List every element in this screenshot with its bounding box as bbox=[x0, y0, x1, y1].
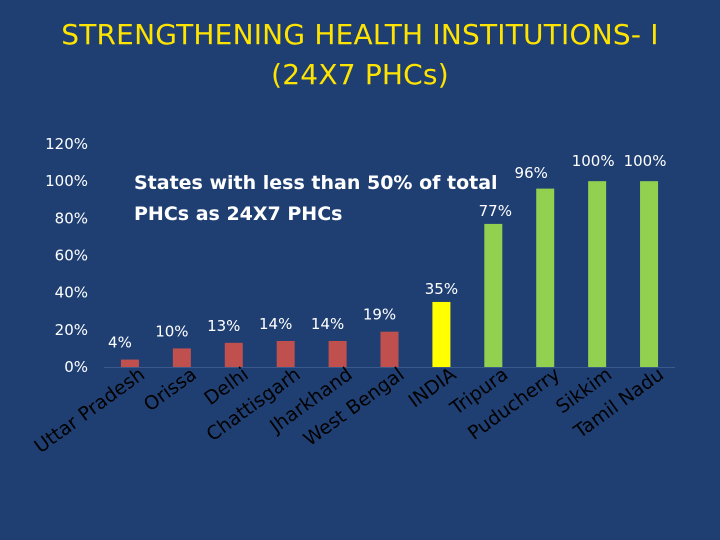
data-label: 14% bbox=[259, 315, 292, 333]
data-label: 35% bbox=[425, 280, 458, 298]
bar bbox=[588, 181, 607, 367]
data-label: 77% bbox=[479, 202, 512, 220]
chart-title-line1: STRENGTHENING HEALTH INSTITUTIONS- I bbox=[61, 18, 659, 51]
data-label: 14% bbox=[311, 315, 344, 333]
bar bbox=[276, 340, 295, 367]
y-tick-label: 100% bbox=[45, 172, 88, 190]
y-tick-label: 60% bbox=[55, 247, 88, 265]
y-tick-label: 120% bbox=[45, 135, 88, 153]
bar bbox=[328, 340, 347, 367]
bar bbox=[120, 359, 139, 367]
bar bbox=[536, 188, 555, 367]
annotation-line2: PHCs as 24X7 PHCs bbox=[134, 203, 342, 225]
annotation-line1: States with less than 50% of total bbox=[134, 172, 498, 194]
bar bbox=[640, 181, 659, 367]
data-label: 96% bbox=[515, 164, 548, 182]
data-label: 100% bbox=[624, 152, 667, 170]
data-label: 13% bbox=[207, 317, 240, 335]
data-label: 100% bbox=[572, 152, 615, 170]
bar bbox=[172, 348, 191, 367]
y-tick-label: 20% bbox=[55, 321, 88, 339]
data-label: 4% bbox=[108, 334, 132, 352]
data-label: 10% bbox=[155, 322, 188, 340]
data-label: 19% bbox=[363, 306, 396, 324]
chart-title-line2: (24X7 PHCs) bbox=[271, 58, 449, 91]
y-tick-label: 40% bbox=[55, 284, 88, 302]
bar bbox=[432, 301, 451, 367]
bar bbox=[224, 342, 243, 367]
bar bbox=[380, 331, 399, 367]
y-tick-label: 80% bbox=[55, 209, 88, 227]
x-tick-label: Uttar Pradesh bbox=[30, 363, 149, 458]
x-tick-label: Orissa bbox=[140, 363, 201, 416]
y-tick-label: 0% bbox=[64, 358, 88, 376]
bar bbox=[484, 223, 503, 367]
